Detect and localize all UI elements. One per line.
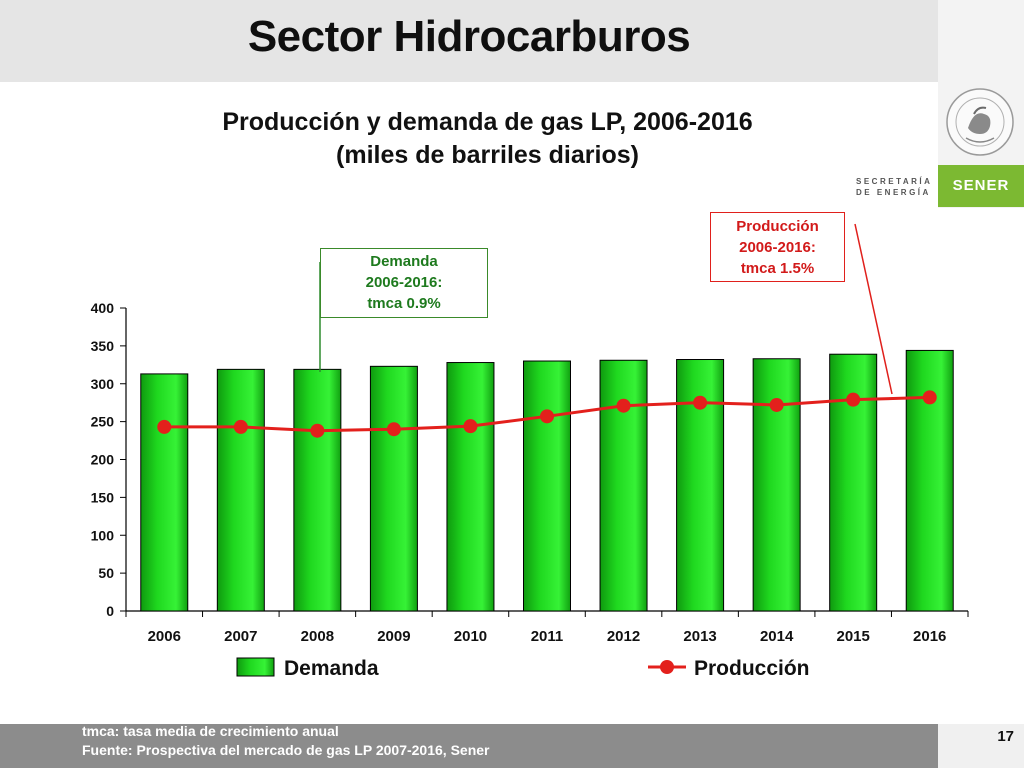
demand-bar — [752, 358, 801, 612]
footer-band — [0, 724, 938, 768]
page-number: 17 — [997, 728, 1014, 745]
header-band — [0, 0, 938, 82]
production-callout-pointer — [854, 223, 893, 395]
x-tick-label: 2007 — [224, 628, 257, 645]
x-tick-label: 2009 — [377, 628, 410, 645]
y-tick-label: 50 — [98, 565, 114, 581]
legend-demand-swatch — [236, 657, 275, 677]
production-point — [846, 392, 861, 407]
production-point — [769, 397, 784, 412]
callout-demand-line3: tmca 0.9% — [367, 295, 441, 312]
mexico-seal-logo — [946, 88, 1014, 156]
demand-bar — [446, 362, 495, 612]
callout-prod-line1: Producción — [736, 218, 819, 235]
production-point — [922, 390, 937, 405]
y-tick-label: 400 — [91, 300, 115, 316]
x-tick-label: 2006 — [148, 628, 181, 645]
y-tick-label: 200 — [91, 452, 115, 468]
chart-title: Producción y demanda de gas LP, 2006-201… — [222, 108, 753, 136]
chart-title-block: Producción y demanda de gas LP, 2006-201… — [120, 106, 855, 172]
production-growth-callout: Producción 2006-2016: tmca 1.5% — [710, 212, 845, 282]
chart-subtitle: (miles de barriles diarios) — [336, 141, 639, 169]
production-point — [157, 419, 172, 434]
legend-production-marker — [660, 660, 674, 674]
x-tick-label: 2010 — [454, 628, 487, 645]
y-tick-label: 100 — [91, 527, 115, 543]
demand-growth-callout: Demanda 2006-2016: tmca 0.9% — [320, 248, 488, 318]
demand-bar — [523, 360, 571, 612]
demand-bar — [369, 365, 418, 612]
y-tick-label: 350 — [91, 338, 115, 354]
production-point — [693, 395, 708, 410]
production-point — [310, 423, 325, 438]
footer-notes: tmca: tasa media de crecimiento anual Fu… — [82, 722, 489, 760]
production-point — [540, 409, 554, 424]
footer-note-tmca: tmca: tasa media de crecimiento anual — [82, 723, 339, 739]
production-point — [233, 419, 248, 434]
y-tick-label: 300 — [91, 376, 115, 392]
demand-bar — [140, 373, 189, 612]
x-tick-label: 2012 — [607, 628, 640, 645]
y-tick-label: 150 — [91, 489, 115, 505]
callout-demand-line1: Demanda — [370, 253, 438, 270]
sener-brand-badge: SENER — [938, 165, 1024, 207]
legend-demand-label: Demanda — [284, 657, 379, 680]
production-point — [463, 419, 478, 434]
callout-prod-line3: tmca 1.5% — [740, 260, 815, 277]
x-tick-label: 2011 — [531, 628, 564, 645]
production-point — [616, 398, 631, 413]
page-number-box — [938, 724, 1024, 768]
y-tick-label: 250 — [91, 414, 115, 430]
x-tick-label: 2015 — [836, 628, 869, 645]
slide-title: Sector Hidrocarburos — [247, 12, 691, 61]
x-tick-label: 2016 — [913, 628, 946, 645]
secretaria-energia-text: SECRETARÍA DE ENERGÍA — [856, 176, 936, 198]
demand-bar — [905, 349, 954, 612]
legend-production-label: Producción — [694, 657, 810, 680]
x-tick-label: 2014 — [760, 628, 794, 645]
callout-prod-line2: 2006-2016: — [739, 239, 816, 256]
y-tick-label: 0 — [106, 603, 114, 619]
demand-bar — [293, 368, 342, 612]
energia-line: DE ENERGÍA — [856, 188, 931, 197]
footer-note-source: Fuente: Prospectiva del mercado de gas L… — [82, 742, 490, 758]
x-tick-label: 2008 — [301, 628, 334, 645]
callout-demand-line2: 2006-2016: — [365, 274, 443, 291]
demand-bar — [216, 368, 265, 612]
x-tick-label: 2013 — [683, 628, 716, 645]
production-point — [386, 422, 401, 437]
secretaria-line: SECRETARÍA — [856, 177, 933, 186]
demand-bar — [599, 359, 648, 612]
